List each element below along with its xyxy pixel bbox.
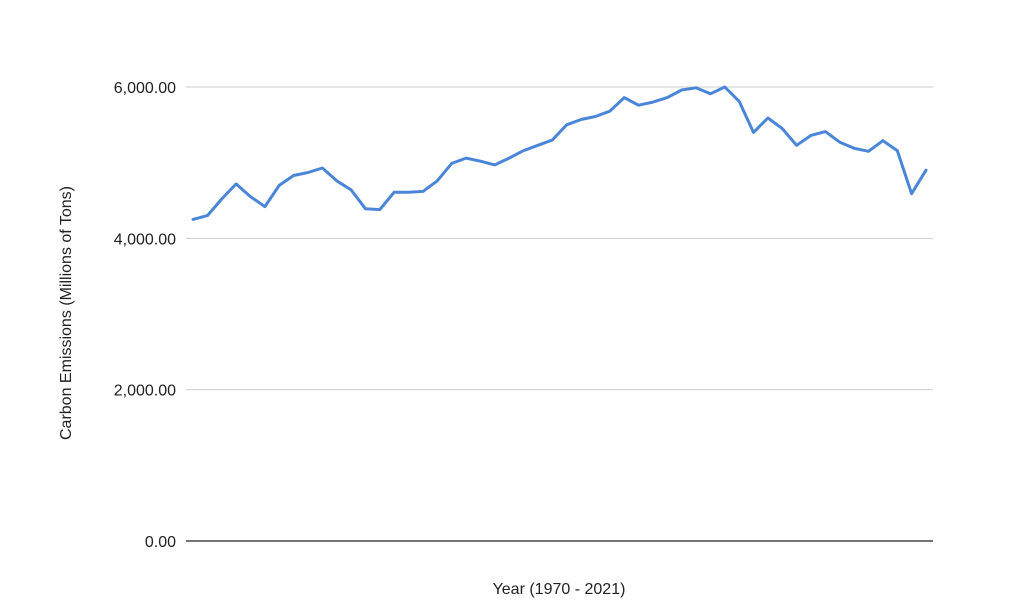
y-tick-label: 6,000.00 xyxy=(114,80,176,97)
gridlines xyxy=(186,86,933,391)
y-tick-label: 2,000.00 xyxy=(114,383,176,400)
y-axis-title: Carbon Emissions (Millions of Tons) xyxy=(58,186,75,440)
y-tick-label: 4,000.00 xyxy=(114,231,176,248)
series-group xyxy=(191,85,928,221)
y-tick-label: 0.00 xyxy=(145,534,176,551)
x-axis-title: Year (1970 - 2021) xyxy=(493,581,626,598)
y-tick-labels: 0.00 2,000.00 4,000.00 6,000.00 xyxy=(114,80,176,551)
series-line xyxy=(191,85,928,221)
